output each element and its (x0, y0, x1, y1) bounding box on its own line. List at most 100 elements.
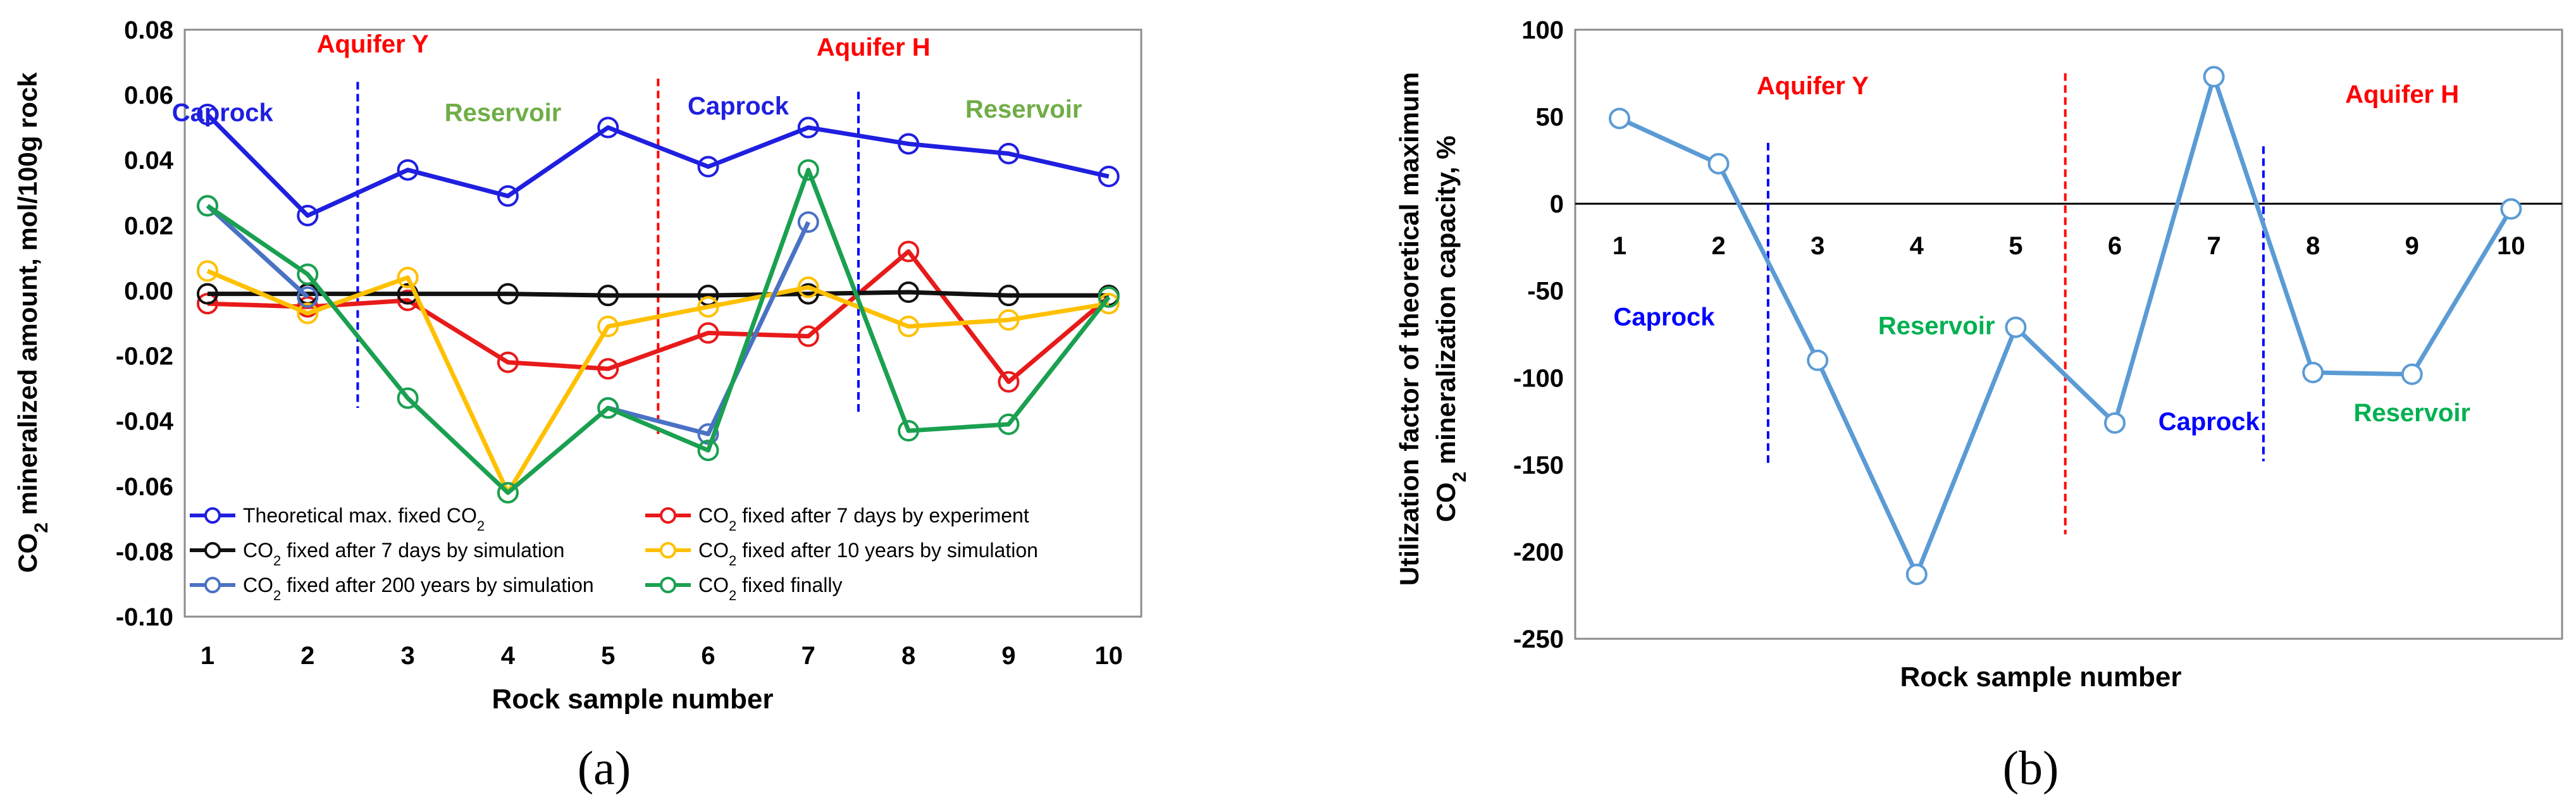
panel-a-data-point (197, 283, 218, 305)
panel-b-x-tick-label: 6 (2108, 232, 2122, 260)
legend-label-pre: Theoretical max. fixed CO (243, 504, 477, 527)
panel-a-data-point (697, 423, 719, 445)
panel-a-y-tick-label: -0.04 (116, 408, 174, 436)
panel-a-annotation: Caprock (688, 92, 790, 120)
panel-b-y-tick-label: -200 (1513, 538, 1564, 566)
panel-b-chart: 100 50 0 -50 -100 -150 -200 -250 1 2 3 4 5 6 7 8 9 10 Aqu… (1394, 16, 2563, 795)
panel-b-series-line (1618, 74, 2513, 577)
panel-b-y-tick-label: 50 (1536, 104, 1564, 132)
panel-a-data-point (597, 285, 619, 307)
legend-label-pre: CO (698, 574, 729, 596)
panel-a-x-tick-label: 3 (400, 642, 414, 670)
panel-a-y-tick-label: -0.06 (116, 473, 173, 501)
panel-b-data-point (2005, 316, 2027, 338)
panel-a-data-point (497, 351, 519, 373)
panel-a-data-point (297, 263, 319, 285)
panel-b-y-tick-label: -50 (1527, 278, 1564, 305)
panel-a-data-point (497, 283, 519, 305)
panel-a-data-point (898, 420, 920, 442)
panel-a-legend-entry: CO2 fixed after 10 years by simulation (645, 539, 1038, 569)
panel-b-y-axis-label-line1: Utilization factor of theoretical maximu… (1394, 72, 1424, 586)
panel-b-y-tick-label: 0 (1550, 190, 1564, 218)
panel-a-data-point (898, 316, 920, 338)
panel-a-legend-label: Theoretical max. fixed CO2 (243, 504, 485, 534)
panel-b-data-point (1707, 152, 1730, 175)
panel-a-data-point (898, 281, 920, 304)
panel-a-data-point (1098, 293, 1120, 315)
panel-a-series (197, 104, 1120, 504)
legend-label-post: fixed after 7 days by simulation (281, 539, 564, 562)
panel-a-series-line (206, 204, 309, 299)
panel-a-legend-swatch-marker (204, 577, 221, 593)
legend-label-sub: 2 (273, 588, 281, 603)
panel-a-y-label-post: mineralized amount, mol/100g rock (13, 72, 42, 523)
panel-b-plot-area (1574, 28, 2563, 640)
panel-a-annotation: Reservoir (445, 99, 562, 126)
legend-label-post: fixed finally (736, 574, 842, 596)
panel-b-ticks: 100 50 0 -50 -100 -150 -200 -250 1 2 3 4 5 6 7 8 9 10 (1513, 16, 2562, 653)
panel-a-data-point (898, 133, 920, 155)
panel-b-y-label-pre: CO (1431, 483, 1461, 522)
panel-b-data-point (2104, 412, 2126, 434)
panel-b-x-tick-label: 4 (1910, 232, 1924, 260)
panel-a-legend-entry: CO2 fixed after 7 days by experiment (645, 504, 1029, 534)
panel-b-data-point (2500, 198, 2522, 220)
panel-a-x-tick-label: 8 (901, 642, 915, 670)
panel-a-legend-label: CO2 fixed finally (698, 574, 842, 603)
panel-b-annotation: Reservoir (1878, 312, 1995, 340)
panel-a-data-point (998, 371, 1020, 393)
panel-a-data-point (797, 325, 819, 347)
panel-a-data-point (597, 316, 619, 338)
panel-b-y-tick-label: 100 (1521, 16, 1564, 44)
panel-a-data-point (1098, 166, 1120, 187)
legend-label-pre: CO (698, 539, 729, 562)
panel-a-data-point (797, 116, 819, 139)
panel-a-annotation: Aquifer H (817, 34, 931, 61)
panel-a-legend-label: CO2 fixed after 7 days by experiment (698, 504, 1029, 534)
panel-b-x-tick-label: 8 (2306, 232, 2320, 260)
panel-a-data-point (497, 482, 519, 504)
panel-a-data-point (597, 116, 619, 139)
panel-a-y-tick-label: -0.10 (116, 603, 173, 631)
panel-a-data-point (197, 195, 218, 217)
panel-b-y-tick-label: -250 (1513, 625, 1564, 653)
panel-a-data-point (697, 440, 719, 462)
panel-a-series-line (206, 269, 1110, 495)
panel-a-data-point (397, 266, 419, 288)
panel-a-legend-entry: CO2 fixed after 7 days by simulation (190, 539, 564, 569)
panel-b-y-tick-label: -100 (1513, 364, 1564, 392)
panel-a-label: (a) (578, 742, 631, 795)
panel-a-data-point (998, 285, 1020, 307)
panel-a-x-tick-label: 2 (300, 642, 314, 670)
panel-b-x-tick-label: 1 (1613, 232, 1626, 260)
legend-label-pre: CO (243, 574, 273, 596)
panel-a-legend-entry: CO2 fixed after 200 years by simulation (190, 574, 594, 603)
panel-a-series-line (206, 168, 1111, 495)
panel-b-data-point (1905, 564, 1928, 586)
panel-a-data-point (397, 159, 419, 181)
panel-a-y-tick-label: 0.00 (124, 277, 173, 305)
panel-a-legend-entry: Theoretical max. fixed CO2 (190, 504, 485, 534)
panel-a-plot-area (183, 28, 1142, 618)
panel-a-x-tick-label: 5 (601, 642, 615, 670)
panel-a-x-tick-label: 9 (1001, 642, 1015, 670)
panel-b-y-label-sub: 2 (1449, 472, 1470, 483)
panel-a-legend-swatch-marker (660, 577, 676, 593)
panel-a-data-point (898, 240, 920, 262)
panel-a-data-point (797, 159, 819, 181)
panel-a-chart: 0.08 0.06 0.04 0.02 0.00 -0.02 -0.04 -0.06 -0.08… (13, 16, 1142, 795)
panel-b-data-point (2302, 362, 2324, 384)
panel-a-y-label-pre: CO (13, 533, 42, 573)
panel-b-series (1609, 66, 2522, 586)
legend-label-sub: 2 (729, 588, 736, 603)
panel-a-x-tick-label: 6 (701, 642, 715, 670)
panel-a-y-tick-label: 0.04 (124, 147, 174, 175)
panel-a-legend-label: CO2 fixed after 10 years by simulation (698, 539, 1038, 569)
panel-b-x-tick-label: 5 (2009, 232, 2022, 260)
panel-a-data-point (797, 211, 819, 233)
panel-a-data-point (697, 156, 719, 178)
panel-a-data-point (297, 286, 319, 308)
panel-b-x-tick-label: 10 (2497, 232, 2525, 260)
panel-a-data-point (697, 322, 719, 344)
